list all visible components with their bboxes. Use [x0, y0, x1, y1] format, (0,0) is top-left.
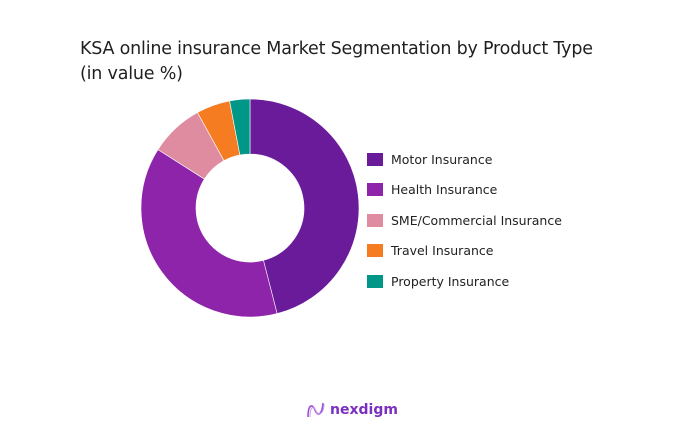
legend-item: Motor Insurance	[367, 144, 562, 175]
legend-swatch	[367, 152, 383, 166]
chart-title-line1: KSA online insurance Market Segmentation…	[80, 39, 593, 59]
brand-name: nexdigm	[330, 402, 398, 418]
legend-label: SME/Commercial Insurance	[391, 212, 562, 228]
chart-title-line2: (in value %)	[80, 64, 183, 84]
donut-slice-motor-insurance	[249, 99, 359, 314]
legend-label: Health Insurance	[391, 182, 498, 198]
legend-item: Property Insurance	[367, 266, 562, 297]
chart-legend: Motor Insurance Health Insurance SME/Comme…	[367, 144, 562, 297]
legend-item: Travel Insurance	[367, 236, 562, 267]
legend-item: SME/Commercial Insurance	[367, 205, 562, 236]
legend-swatch	[367, 244, 383, 258]
legend-label: Travel Insurance	[391, 243, 494, 259]
chart-title: KSA online insurance Market Segmentation…	[80, 37, 593, 87]
legend-item: Health Insurance	[367, 175, 562, 206]
legend-label: Property Insurance	[391, 273, 510, 289]
donut-chart	[141, 99, 359, 317]
legend-swatch	[367, 183, 383, 197]
legend-swatch	[367, 274, 383, 288]
nexdigm-logo: nexdigm	[306, 401, 398, 419]
legend-label: Motor Insurance	[391, 151, 493, 167]
donut-slice-health-insurance	[141, 149, 278, 317]
nexdigm-wave-icon	[307, 402, 325, 418]
donut-slice-property-insurance	[229, 99, 251, 156]
legend-swatch	[367, 213, 383, 227]
